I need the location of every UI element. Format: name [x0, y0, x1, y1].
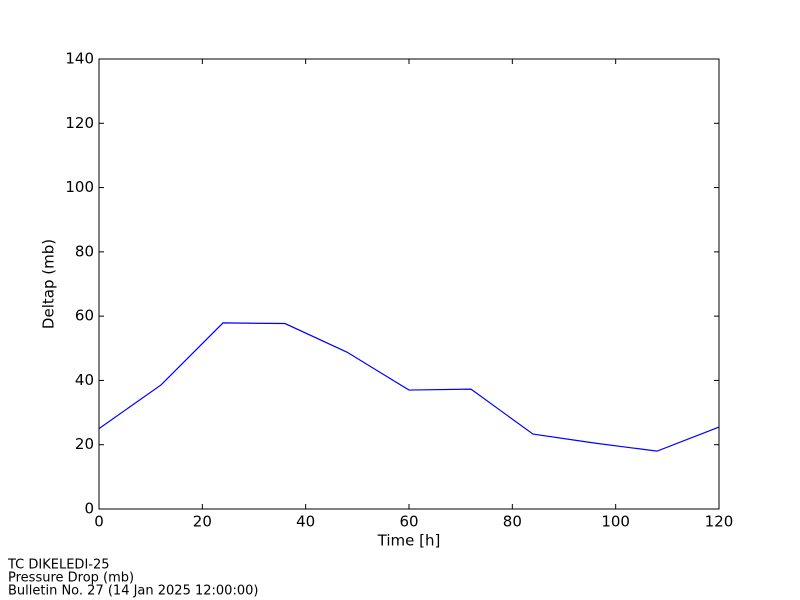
y-axis-label: Deltap (mb) [40, 239, 58, 329]
x-tick-label: 80 [503, 513, 522, 531]
y-tick-label: 20 [75, 435, 94, 453]
x-tick-label: 0 [94, 513, 104, 531]
footer-note: Pressure Drop (mb) [8, 571, 134, 586]
y-tick-label: 100 [65, 178, 94, 196]
y-tick-label: 40 [75, 371, 94, 389]
y-tick-label: 60 [75, 307, 94, 325]
y-tick-label: 80 [75, 242, 94, 260]
x-tick-label: 100 [601, 513, 630, 531]
x-tick-label: 60 [399, 513, 418, 531]
x-tick-label: 40 [296, 513, 315, 531]
y-tick-label: 0 [84, 500, 94, 518]
x-tick-label: 120 [705, 513, 734, 531]
data-line [98, 322, 720, 452]
x-tick-label: 20 [193, 513, 212, 531]
footer-note: TC DIKELEDI-25 [7, 558, 110, 573]
footer-note: Bulletin No. 27 (14 Jan 2025 12:00:00) [8, 584, 258, 599]
x-axis-label: Time [h] [377, 532, 441, 550]
y-tick-label: 140 [65, 50, 94, 68]
y-tick-label: 120 [65, 114, 94, 132]
